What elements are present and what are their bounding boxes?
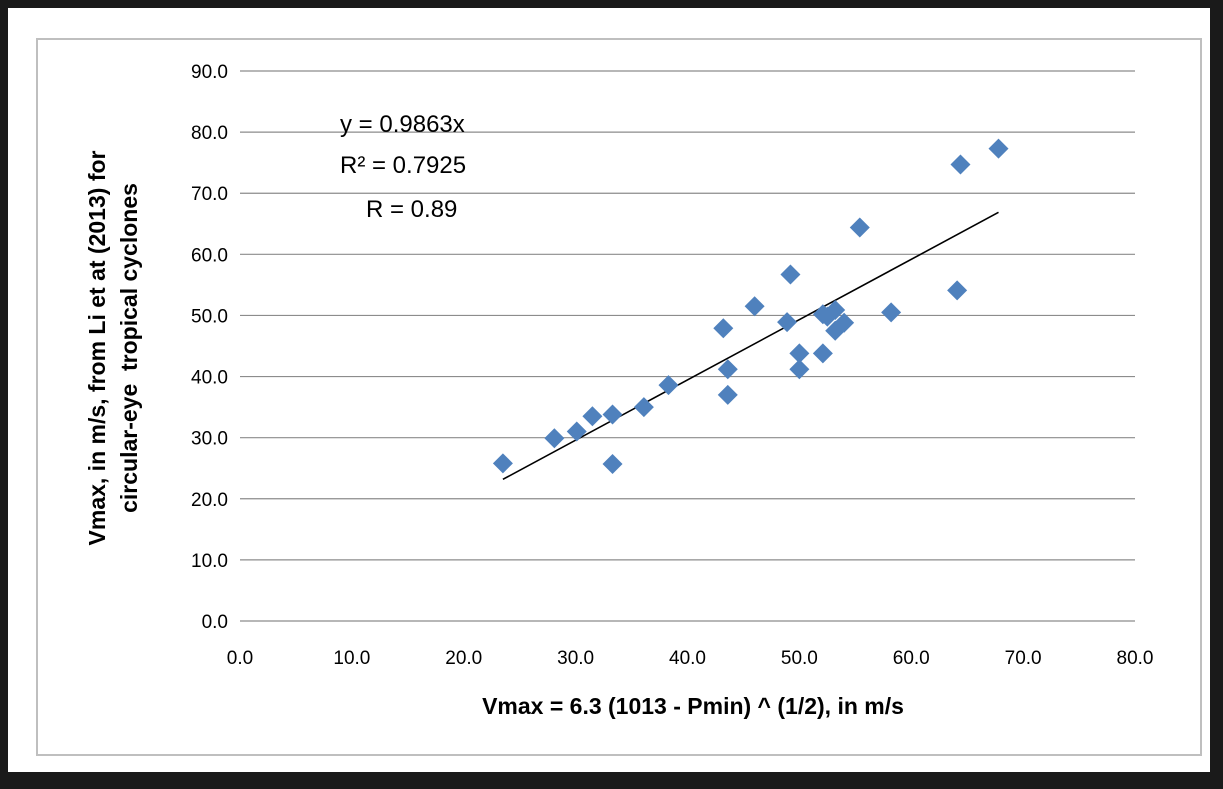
data-point-1: [544, 428, 565, 449]
y-tick-2: 20.0: [191, 490, 228, 511]
data-point-5: [602, 453, 623, 474]
gridlines: [240, 70, 1135, 622]
trendline-segment: [502, 211, 999, 481]
x-tick-labels: 0.0 10.0 20.0 30.0 40.0 50.0 60.0 70.0 80.0: [227, 648, 1154, 669]
x-tick-6: 60.0: [893, 648, 930, 669]
data-point-25: [950, 154, 971, 175]
x-tick-1: 10.0: [333, 648, 370, 669]
y-axis-title-line2: circular-eye tropical cyclones: [116, 183, 142, 513]
annotation-1: R² = 0.7925: [340, 152, 466, 179]
data-point-11: [744, 296, 765, 317]
data-point-22: [849, 217, 870, 238]
data-point-16: [812, 343, 833, 364]
data-point-19: [825, 299, 846, 320]
x-tick-7: 70.0: [1005, 648, 1042, 669]
y-tick-6: 60.0: [191, 245, 228, 266]
y-tick-9: 90.0: [191, 62, 228, 83]
trendline: [502, 211, 999, 481]
data-point-3: [582, 406, 603, 427]
x-tick-5: 50.0: [781, 648, 818, 669]
data-point-21: [834, 312, 855, 333]
y-axis-title: Vmax, in m/s, from Li et at (2013) for c…: [84, 150, 142, 545]
scatter-chart: 0.010.020.030.040.050.060.070.080.090.0 …: [84, 62, 1154, 719]
annotation-0: y = 0.9863x: [340, 111, 465, 138]
data-point-8: [713, 318, 734, 339]
y-axis-title-line1: Vmax, in m/s, from Li et at (2013) for: [84, 150, 110, 545]
x-tick-0: 0.0: [227, 648, 253, 669]
y-tick-1: 10.0: [191, 551, 228, 572]
x-tick-4: 40.0: [669, 648, 706, 669]
data-point-7: [658, 375, 679, 396]
data-point-4: [602, 404, 623, 425]
y-tick-4: 40.0: [191, 368, 228, 389]
x-tick-3: 30.0: [557, 648, 594, 669]
data-point-10: [717, 384, 738, 405]
y-tick-3: 30.0: [191, 429, 228, 450]
chart-area-border: [36, 38, 1202, 756]
y-tick-5: 50.0: [191, 306, 228, 327]
data-point-0: [492, 453, 513, 474]
y-tick-0: 0.0: [202, 612, 228, 633]
data-point-12: [777, 312, 798, 333]
x-tick-8: 80.0: [1117, 648, 1154, 669]
data-point-6: [633, 397, 654, 418]
y-tick-8: 80.0: [191, 123, 228, 144]
chart-frame: 0.0 10.0 20.0 30.0 40.0 50.0 60.0 70.0 80.0 90.0 …: [8, 8, 1210, 772]
data-point-23: [881, 302, 902, 323]
data-points: [492, 138, 1009, 474]
data-point-9: [717, 359, 738, 380]
annotation-2: R = 0.89: [366, 196, 457, 223]
data-point-24: [947, 280, 968, 301]
y-tick-labels: 0.0 10.0 20.0 30.0 40.0 50.0 60.0 70.0 80.0 90.0: [191, 62, 228, 633]
data-point-15: [789, 359, 810, 380]
data-point-13: [780, 264, 801, 285]
x-axis-title: Vmax = 6.3 (1013 - Pmin) ^ (1/2), in m/s: [482, 693, 904, 719]
data-point-26: [988, 138, 1009, 159]
data-point-14: [789, 343, 810, 364]
x-tick-2: 20.0: [445, 648, 482, 669]
equation-annotations: y = 0.9863x R² = 0.7925 R = 0.89: [340, 111, 466, 223]
data-point-2: [566, 421, 587, 442]
y-tick-7: 70.0: [191, 184, 228, 205]
